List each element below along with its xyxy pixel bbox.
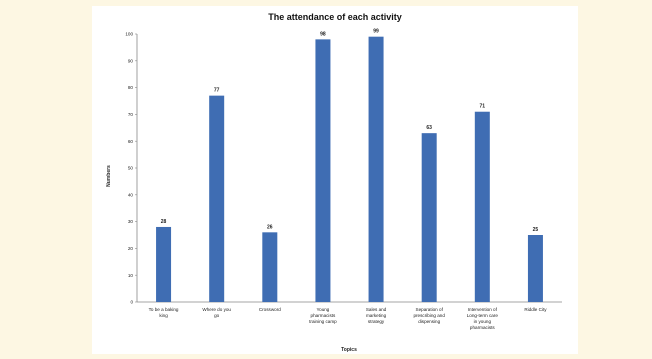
y-tick-label: 0 <box>130 300 133 305</box>
chart-panel: The attendance of each activity 0 10 20 30 4… <box>92 6 578 354</box>
data-label: 63 <box>426 125 432 131</box>
category-label: Separation of prescribing and dispensing <box>413 307 445 324</box>
data-label: 25 <box>533 227 539 233</box>
category-label-line: strategy <box>368 319 385 324</box>
y-tick-label: 50 <box>128 166 134 171</box>
y-tick-label: 100 <box>125 32 133 37</box>
category-label-line: training camp <box>309 319 337 324</box>
category-label: Sales and marketing strategy <box>366 307 387 324</box>
y-tick-label: 80 <box>128 85 134 90</box>
category-label-line: go <box>214 313 220 318</box>
data-label: 26 <box>267 224 273 230</box>
attendance-bar-chart: The attendance of each activity 0 10 20 30 4… <box>106 12 562 353</box>
data-label: 71 <box>480 104 486 110</box>
category-label-line: Sales and <box>366 307 387 312</box>
category-labels: To be a baking king Where do you go Crosswor… <box>149 307 548 330</box>
y-tick-label: 60 <box>128 139 134 144</box>
category-label-line: pharmacists <box>470 325 495 330</box>
category-label: To be a baking king <box>149 307 179 318</box>
category-label-line: Young <box>317 307 330 312</box>
category-label-line: prescribing and <box>413 313 445 318</box>
category-label-line: pharmacists <box>311 313 336 318</box>
chart-title: The attendance of each activity <box>268 12 402 22</box>
category-label-line: To be a baking <box>149 307 179 312</box>
category-label-line: Separation of <box>416 307 444 312</box>
y-axis: 0 10 20 30 40 50 60 70 80 90 100 <box>125 32 138 305</box>
category-label-line: Long-term care <box>467 313 499 318</box>
bar <box>262 232 278 302</box>
y-tick-label: 40 <box>128 192 134 197</box>
bars <box>156 36 543 303</box>
bar <box>156 226 172 302</box>
category-label: Young pharmacists training camp <box>309 307 337 324</box>
y-axis-title: Numbers <box>106 165 112 187</box>
bar <box>474 111 490 302</box>
category-label-line: dispensing <box>418 319 440 324</box>
y-tick-label: 20 <box>128 246 134 251</box>
category-label-line: Intervention of <box>468 307 498 312</box>
bar <box>527 235 543 302</box>
category-label-line: Where do you <box>202 307 231 312</box>
category-label-line: Crossword <box>259 307 281 312</box>
y-tick-label: 70 <box>128 112 134 117</box>
data-label: 28 <box>161 219 167 225</box>
data-labels: 28 77 26 98 99 63 71 25 <box>161 29 539 233</box>
data-label: 77 <box>214 88 220 94</box>
x-axis-title: Topics <box>341 347 357 353</box>
bar <box>209 95 225 302</box>
data-label: 99 <box>373 29 379 35</box>
category-label-line: king <box>159 313 168 318</box>
bar <box>368 36 384 303</box>
category-label: Where do you go <box>202 307 231 318</box>
category-label-line: marketing <box>366 313 387 318</box>
data-label: 98 <box>320 31 326 37</box>
category-label-line: Riddle City <box>524 307 547 312</box>
y-tick-label: 30 <box>128 219 134 224</box>
y-tick-label: 90 <box>128 58 134 63</box>
y-tick-label: 10 <box>128 273 134 278</box>
category-label: Crossword <box>259 307 281 312</box>
bar <box>421 133 437 302</box>
category-label: Riddle City <box>524 307 547 312</box>
category-label-line: in young <box>474 319 492 324</box>
bar <box>315 39 331 303</box>
category-label: Intervention of Long-term care in young pha… <box>467 307 499 330</box>
